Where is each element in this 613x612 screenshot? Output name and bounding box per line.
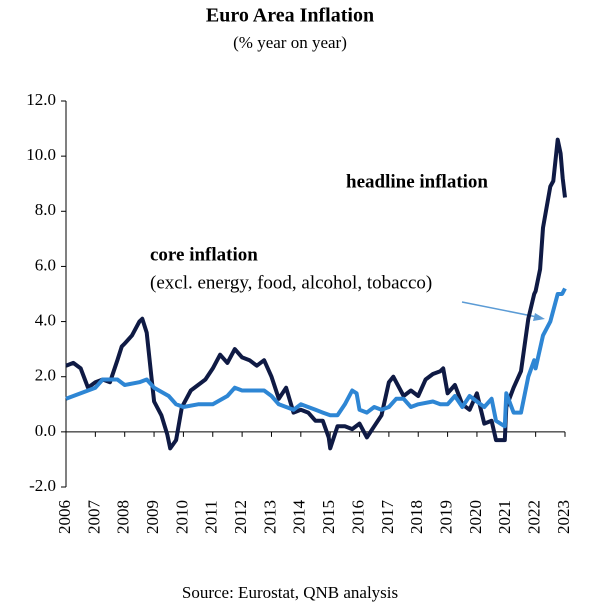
x-tick-label: 2017 [378, 500, 397, 535]
annotation: (excl. energy, food, alcohol, tobacco) [150, 272, 432, 293]
x-tick-label: 2010 [172, 500, 191, 534]
y-tick-label: 12.0 [26, 90, 56, 109]
y-tick-label: 4.0 [35, 310, 56, 329]
x-tick-label: 2008 [114, 500, 133, 534]
series-line [65, 287, 567, 429]
x-tick-label: 2012 [231, 500, 250, 534]
arrow [461, 301, 538, 318]
x-tick-label: 2023 [554, 500, 573, 534]
x-tick-label: 2006 [55, 500, 74, 534]
annotation: core inflation [150, 244, 258, 265]
y-tick-label: -2.0 [29, 476, 56, 495]
x-tick-label: 2019 [436, 500, 455, 534]
x-tick-label: 2011 [202, 500, 221, 533]
x-tick-label: 2015 [319, 500, 338, 534]
y-tick-label: 2.0 [35, 366, 56, 385]
x-tick-label: 2014 [290, 500, 309, 535]
x-tick-label: 2013 [260, 500, 279, 534]
annotation: headline inflation [346, 171, 488, 192]
chart-subtitle: (% year on year) [233, 33, 347, 52]
x-tick-label: 2022 [525, 500, 544, 534]
arrow-head [533, 313, 545, 321]
x-tick-label: 2021 [495, 500, 514, 534]
x-tick-label: 2016 [348, 500, 367, 534]
y-tick-label: 10.0 [26, 145, 56, 164]
source: Source: Eurostat, QNB analysis [182, 583, 398, 602]
x-tick-label: 2009 [143, 500, 162, 534]
y-tick-label: 0.0 [35, 421, 56, 440]
y-tick-label: 8.0 [35, 200, 56, 219]
x-tick-label: 2020 [466, 500, 485, 534]
chart-title: Euro Area Inflation [206, 5, 374, 27]
x-tick-label: 2007 [84, 500, 103, 535]
y-tick-label: 6.0 [35, 255, 56, 274]
x-tick-label: 2018 [407, 500, 426, 534]
